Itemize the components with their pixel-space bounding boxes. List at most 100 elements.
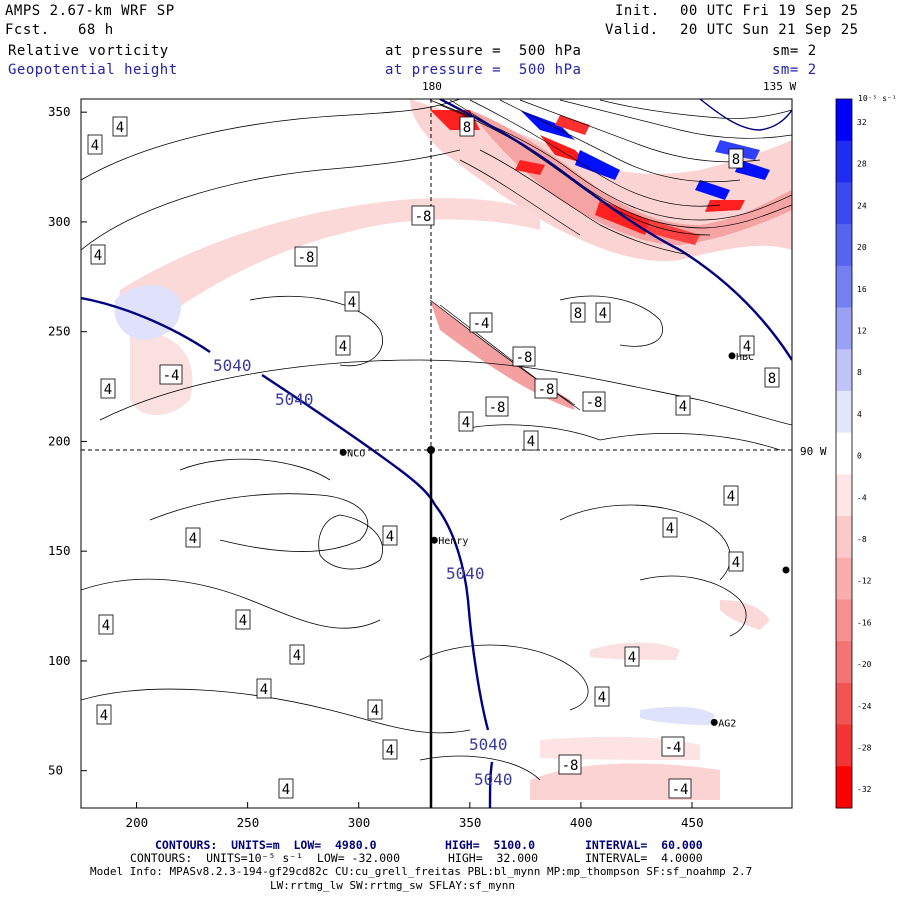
vorticity-label-text: -8 <box>538 382 555 398</box>
footer-vorticity-contours: CONTOURS: UNITS=10⁻⁵ s⁻¹ LOW= -32.000 <box>130 851 401 865</box>
footer-model-info-2: LW:rrtmg_lw SW:rrtmg_sw SFLAY:sf_mynn <box>270 879 516 892</box>
vorticity-label-box <box>344 291 360 312</box>
vorticity-label: 4 <box>739 335 755 356</box>
vorticity-label-box <box>112 116 128 137</box>
field1-level: at pressure = 500 hPa <box>385 43 582 59</box>
colorbar-level-label: 32 <box>857 118 867 127</box>
vorticity-label: 8 <box>459 116 475 137</box>
height-contour-south <box>434 504 490 731</box>
vorticity-label-box <box>624 646 640 667</box>
edge-station-marker <box>782 566 790 574</box>
x-tick-label: 350 <box>459 815 482 830</box>
vorticity-label-text: 4 <box>104 382 112 398</box>
colorbar-segment <box>836 641 852 684</box>
colorbar-level-label: -32 <box>857 785 872 794</box>
vorticity-label-box <box>382 739 398 760</box>
colorbar-segment <box>836 140 852 183</box>
vorticity-label-box <box>728 148 744 169</box>
vorticity-label-box <box>256 678 272 699</box>
vorticity-label: 4 <box>382 739 398 760</box>
height-labels: 5040 5040 5040 5040 5040 <box>213 356 513 789</box>
pole-marker <box>427 446 435 454</box>
vorticity-label-text: 4 <box>339 339 347 355</box>
vorticity-label: 4 <box>112 116 128 137</box>
footer-vorticity-interval: INTERVAL= 4.0000 <box>585 851 703 865</box>
x-tick-label: 400 <box>570 815 593 830</box>
colorbar-segment <box>836 182 852 225</box>
vorticity-label-text: 4 <box>386 743 394 759</box>
vorticity-label-text: -8 <box>516 350 533 366</box>
vorticity-label-box <box>367 699 383 720</box>
height-label: 5040 <box>446 564 485 583</box>
meridian-180-label: 180 <box>422 80 442 93</box>
station-label: Henry <box>438 536 468 547</box>
y-tick-label: 100 <box>48 653 71 668</box>
valid-value: 20 UTC Sun 21 Sep 25 <box>680 22 859 38</box>
vorticity-label-box <box>594 686 610 707</box>
vorticity-label: 4 <box>675 395 691 416</box>
vorticity-label: -4 <box>469 312 493 333</box>
vorticity-label-text: 4 <box>94 248 102 264</box>
vorticity-label-box <box>159 364 183 385</box>
vorticity-label-box <box>289 644 305 665</box>
vorticity-label: 4 <box>185 527 201 548</box>
station-marker <box>430 536 438 544</box>
colorbar-level-label: -8 <box>857 535 867 544</box>
vorticity-label-text: 8 <box>574 306 582 322</box>
vorticity-label-text: 4 <box>598 690 606 706</box>
vorticity-label-box <box>235 609 251 630</box>
vorticity-label-box <box>411 205 435 226</box>
vorticity-label-box <box>764 367 780 388</box>
vorticity-label: 4 <box>523 430 539 451</box>
vorticity-label-box <box>595 302 611 323</box>
vorticity-label-box <box>98 614 114 635</box>
vorticity-label-text: 4 <box>293 648 301 664</box>
x-tick-label: 450 <box>681 815 704 830</box>
vorticity-label: 4 <box>100 378 116 399</box>
vorticity-label: 4 <box>594 686 610 707</box>
colorbar-segment <box>836 432 852 475</box>
vorticity-label: -4 <box>668 778 692 799</box>
vorticity-label-text: 4 <box>527 434 535 450</box>
vorticity-label: 4 <box>662 517 678 538</box>
vorticity-label-text: 4 <box>100 708 108 724</box>
colorbar-level-label: 8 <box>857 368 862 377</box>
station-label: NCO <box>347 448 365 459</box>
colorbar: 32 28 24 20 16 12 8 4 0 -4 -8 -12 -16 -20 -24 -28 -32 <box>835 98 872 809</box>
colorbar-level-label: 12 <box>857 326 867 335</box>
vorticity-label-text: 4 <box>462 415 470 431</box>
forecast-label: Fcst. <box>5 22 50 38</box>
vorticity-label-box <box>90 244 106 265</box>
vorticity-label: 4 <box>624 646 640 667</box>
height-label: 5040 <box>474 770 513 789</box>
footer-model-info: Model Info: MPASv8.2.3-194-gf29cd82c CU:… <box>90 865 753 878</box>
vorticity-label-text: 4 <box>386 529 394 545</box>
field2-name: Geopotential height <box>8 62 178 78</box>
colorbar-level-label: 20 <box>857 243 867 252</box>
vorticity-label-box <box>558 754 582 775</box>
vorticity-label-text: 8 <box>732 152 740 168</box>
vorticity-label: 4 <box>367 699 383 720</box>
vorticity-label-box <box>100 378 116 399</box>
vorticity-label-box <box>675 395 691 416</box>
vorticity-label-text: 4 <box>260 682 268 698</box>
station-marker <box>728 352 736 360</box>
colorbar-segment <box>836 99 852 142</box>
vorticity-label-text: -4 <box>672 782 689 798</box>
vorticity-label: -8 <box>512 346 536 367</box>
height-contours <box>81 99 792 808</box>
x-tick-label: 250 <box>237 815 260 830</box>
vorticity-label: 4 <box>278 778 294 799</box>
vorticity-label-text: 4 <box>732 555 740 571</box>
vorticity-label: -8 <box>411 205 435 226</box>
vorticity-label: 4 <box>96 704 112 725</box>
colorbar-level-label: 0 <box>857 452 862 461</box>
y-tick-label: 300 <box>48 214 71 229</box>
vorticity-label: 4 <box>595 302 611 323</box>
vorticity-label-text: 8 <box>463 120 471 136</box>
station-label: HBC <box>736 352 754 363</box>
vorticity-label-text: 4 <box>371 703 379 719</box>
field1-name: Relative vorticity <box>8 43 169 59</box>
x-tick-label: 200 <box>126 815 149 830</box>
init-value: 00 UTC Fri 19 Sep 25 <box>680 3 859 19</box>
